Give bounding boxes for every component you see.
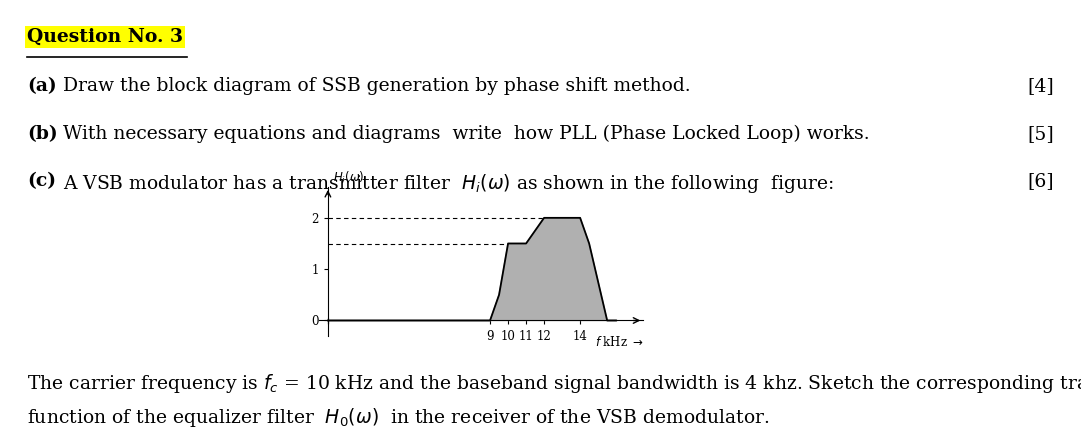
Text: Question No. 3: Question No. 3 — [27, 28, 183, 46]
Text: (b): (b) — [27, 125, 57, 143]
Text: [4]: [4] — [1027, 77, 1054, 95]
Text: [6]: [6] — [1027, 172, 1054, 190]
Polygon shape — [328, 218, 616, 320]
Text: A VSB modulator has a transmitter filter  $H_i(\omega)$ as shown in the followin: A VSB modulator has a transmitter filter… — [63, 172, 833, 195]
Text: (a): (a) — [27, 77, 56, 95]
Text: function of the equalizer filter  $H_0(\omega)$  in the receiver of the VSB demo: function of the equalizer filter $H_0(\o… — [27, 406, 770, 429]
Text: $H_i(\omega)$: $H_i(\omega)$ — [333, 170, 364, 186]
Text: $f$ kHz $\rightarrow$: $f$ kHz $\rightarrow$ — [596, 335, 644, 349]
Text: (c): (c) — [27, 172, 56, 190]
Text: With necessary equations and diagrams  write  how PLL (Phase Locked Loop) works.: With necessary equations and diagrams wr… — [63, 125, 869, 143]
Text: Draw the block diagram of SSB generation by phase shift method.: Draw the block diagram of SSB generation… — [63, 77, 691, 95]
Text: [5]: [5] — [1027, 125, 1054, 143]
Text: The carrier frequency is $f_c$ = 10 kHz and the baseband signal bandwidth is 4 k: The carrier frequency is $f_c$ = 10 kHz … — [27, 372, 1081, 395]
